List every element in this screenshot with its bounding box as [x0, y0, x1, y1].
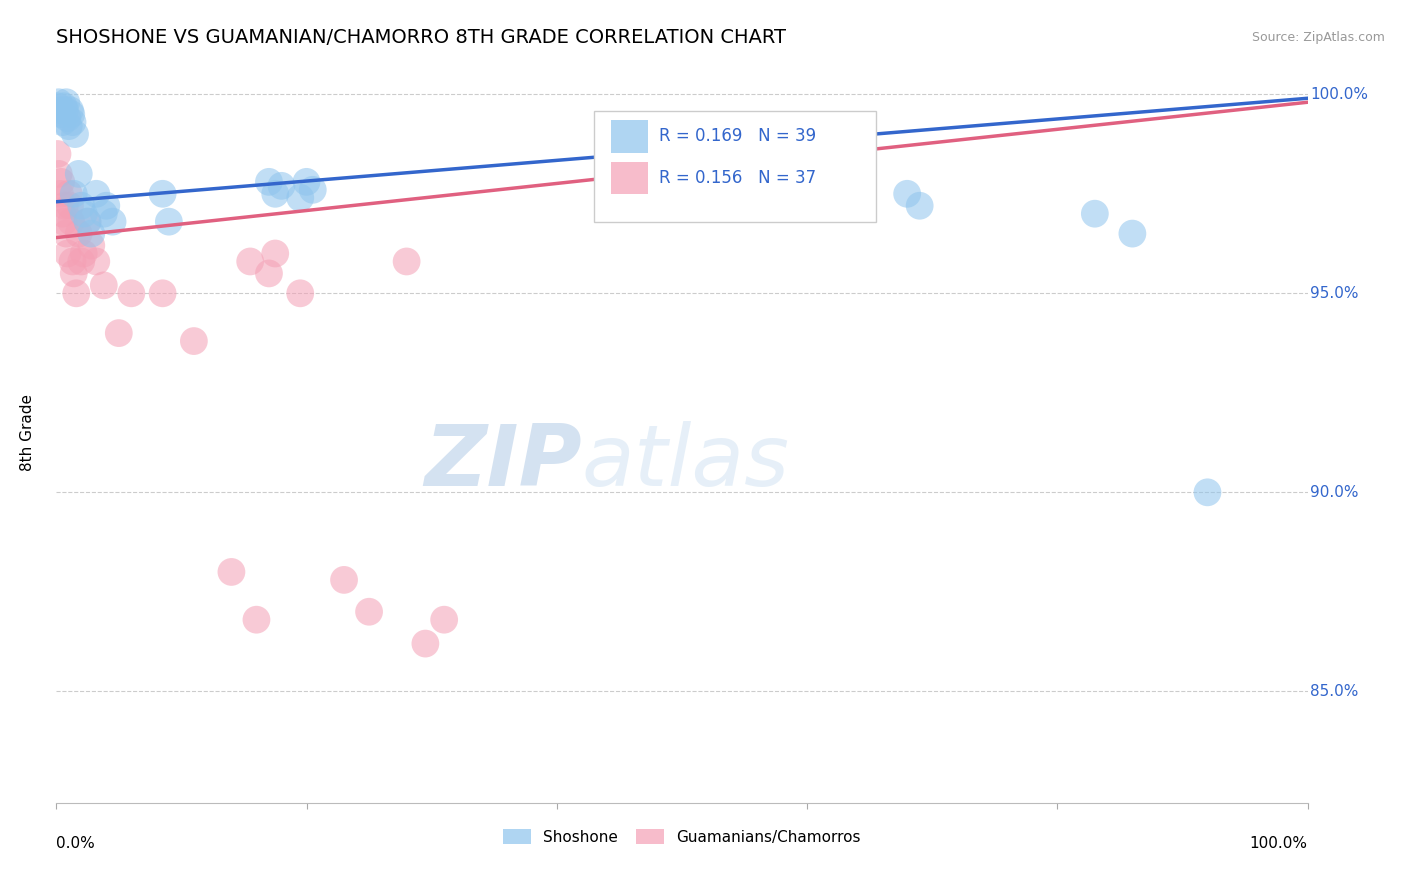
Text: atlas: atlas: [582, 421, 790, 504]
Point: [67, 227, 90, 241]
Point: [60, 214, 83, 228]
Text: Source: ZipAtlas.com: Source: ZipAtlas.com: [1251, 31, 1385, 45]
Point: [49, 103, 72, 118]
Point: [359, 605, 381, 619]
Point: [96, 199, 118, 213]
Point: [157, 214, 180, 228]
Point: [257, 267, 280, 281]
Point: [1121, 227, 1143, 241]
Point: [264, 246, 287, 260]
Point: [67, 167, 90, 181]
Point: [59, 103, 82, 118]
Point: [84, 254, 107, 268]
Legend: Shoshone, Guamanians/Chamorros: Shoshone, Guamanians/Chamorros: [498, 822, 866, 851]
Point: [46, 99, 69, 113]
Point: [63, 127, 86, 141]
Point: [333, 573, 356, 587]
Point: [70, 254, 93, 268]
Point: [53, 199, 76, 213]
Point: [290, 191, 312, 205]
Point: [1197, 485, 1219, 500]
Point: [245, 613, 267, 627]
Point: [93, 207, 115, 221]
Point: [101, 214, 124, 228]
Bar: [610, 120, 648, 153]
Point: [58, 119, 80, 133]
Point: [48, 95, 70, 110]
Point: [60, 107, 83, 121]
Point: [52, 99, 75, 113]
Point: [152, 286, 174, 301]
Point: [49, 186, 72, 201]
Point: [70, 199, 93, 213]
Y-axis label: 8th Grade: 8th Grade: [21, 394, 35, 471]
Point: [73, 246, 96, 260]
Point: [264, 186, 287, 201]
Text: R = 0.156   N = 37: R = 0.156 N = 37: [659, 169, 817, 187]
Text: 100.0%: 100.0%: [1250, 836, 1308, 851]
Point: [908, 199, 931, 213]
Point: [65, 286, 87, 301]
Point: [59, 199, 82, 213]
Point: [62, 115, 84, 129]
Point: [783, 199, 806, 213]
Point: [84, 186, 107, 201]
Text: ZIP: ZIP: [425, 421, 582, 504]
Point: [395, 254, 418, 268]
Point: [301, 183, 323, 197]
Point: [46, 147, 69, 161]
Point: [55, 95, 77, 110]
Point: [51, 175, 73, 189]
Point: [53, 103, 76, 118]
Text: SHOSHONE VS GUAMANIAN/CHAMORRO 8TH GRADE CORRELATION CHART: SHOSHONE VS GUAMANIAN/CHAMORRO 8TH GRADE…: [56, 28, 786, 47]
Point: [51, 115, 73, 129]
Point: [270, 178, 292, 193]
Point: [62, 254, 84, 268]
Point: [51, 107, 73, 121]
Point: [183, 334, 205, 348]
Point: [93, 278, 115, 293]
Point: [62, 267, 84, 281]
Point: [56, 246, 79, 260]
Point: [120, 286, 142, 301]
Point: [152, 186, 174, 201]
Point: [290, 286, 312, 301]
Bar: [610, 161, 648, 194]
Point: [48, 167, 70, 181]
Point: [80, 238, 103, 252]
Point: [433, 613, 456, 627]
Point: [295, 175, 318, 189]
Point: [55, 227, 77, 241]
Point: [770, 186, 793, 201]
Text: R = 0.169   N = 39: R = 0.169 N = 39: [659, 128, 817, 145]
Point: [76, 214, 98, 228]
Point: [239, 254, 262, 268]
Point: [62, 186, 84, 201]
Point: [56, 111, 79, 125]
Point: [76, 214, 98, 228]
Text: 95.0%: 95.0%: [1310, 285, 1358, 301]
FancyBboxPatch shape: [595, 111, 876, 221]
Point: [108, 326, 131, 340]
Point: [1084, 207, 1107, 221]
Text: 90.0%: 90.0%: [1310, 485, 1358, 500]
Text: 85.0%: 85.0%: [1310, 684, 1358, 698]
Text: 100.0%: 100.0%: [1310, 87, 1368, 102]
Point: [221, 565, 243, 579]
Point: [896, 186, 918, 201]
Point: [415, 637, 437, 651]
Point: [58, 186, 80, 201]
Point: [257, 175, 280, 189]
Point: [52, 214, 75, 228]
Point: [73, 207, 96, 221]
Text: 0.0%: 0.0%: [56, 836, 96, 851]
Point: [80, 227, 103, 241]
Point: [51, 207, 73, 221]
